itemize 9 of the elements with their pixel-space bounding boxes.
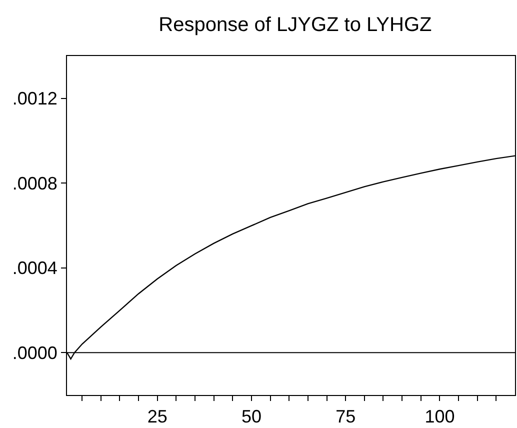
x-tick-label: 25 [147, 406, 168, 427]
x-tick-label: 75 [336, 406, 356, 427]
y-tick-label: .0008 [12, 173, 58, 194]
x-tick-label: 50 [241, 406, 262, 427]
chart-title: Response of LJYGZ to LYHGZ [158, 14, 432, 36]
y-tick-label: .0000 [12, 342, 58, 363]
y-tick-label: .0004 [12, 258, 58, 278]
y-tick-label: .0012 [12, 88, 58, 109]
x-tick-label: 100 [424, 406, 455, 427]
